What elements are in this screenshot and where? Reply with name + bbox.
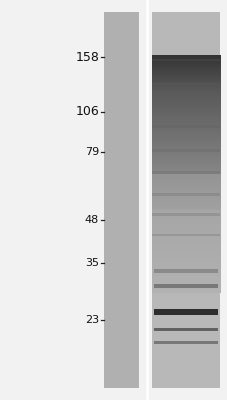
Bar xyxy=(151,106,219,108)
Bar xyxy=(103,12,138,388)
Bar xyxy=(151,149,219,152)
Text: 48: 48 xyxy=(84,215,99,225)
Bar xyxy=(153,328,217,331)
Bar xyxy=(151,59,219,62)
Text: 158: 158 xyxy=(75,51,99,64)
Bar xyxy=(153,269,217,273)
Bar xyxy=(153,309,217,315)
Text: 23: 23 xyxy=(85,315,99,325)
Bar xyxy=(151,171,219,174)
Bar xyxy=(151,126,219,128)
Text: 106: 106 xyxy=(75,105,99,118)
Text: 79: 79 xyxy=(84,147,99,157)
Bar xyxy=(153,284,217,288)
Bar xyxy=(151,12,219,388)
Bar xyxy=(151,83,219,86)
Bar xyxy=(151,213,219,216)
Bar xyxy=(151,193,219,196)
Text: 35: 35 xyxy=(85,258,99,268)
Bar xyxy=(153,341,217,344)
Bar xyxy=(151,234,219,236)
